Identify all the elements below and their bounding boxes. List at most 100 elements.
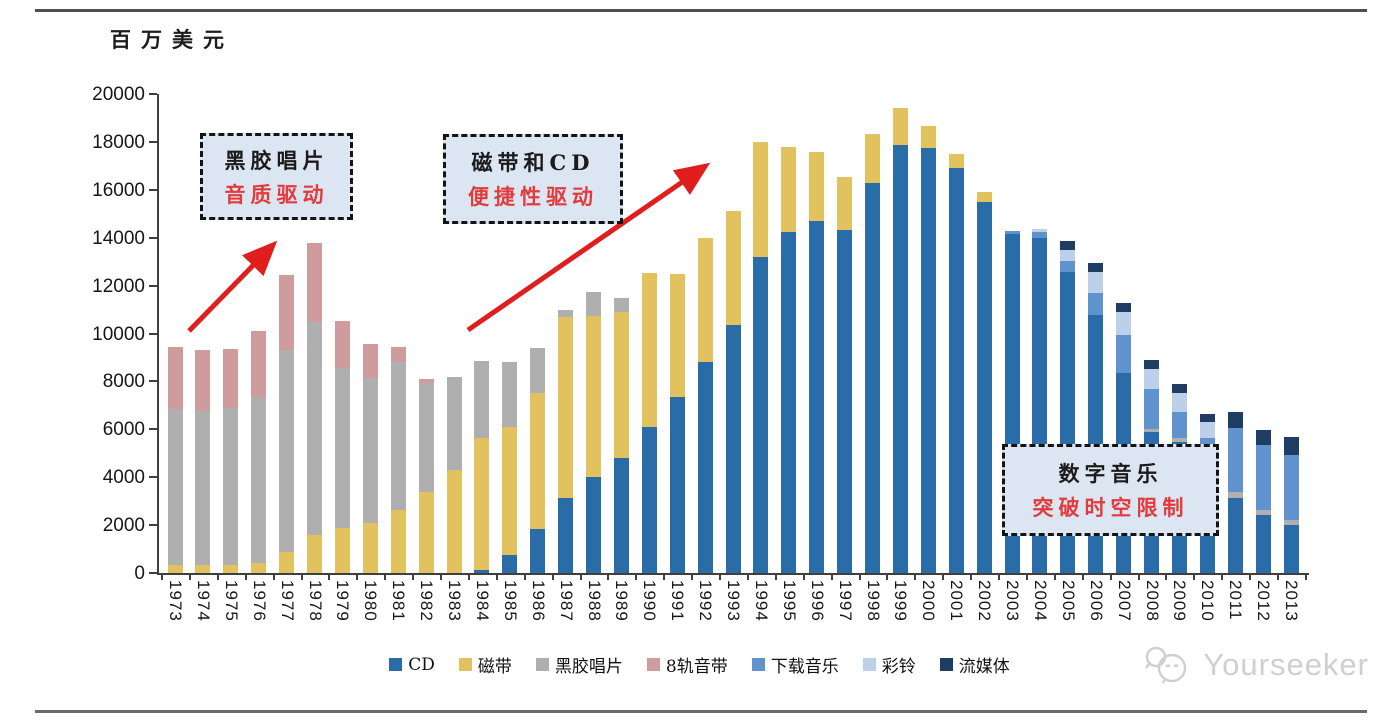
bar-segment-vinyl-2013 [1283,520,1299,525]
bar-segment-cd-2000 [920,147,936,573]
bottom-divider [35,710,1367,713]
x-label-1979: 1979 [333,580,353,622]
x-label-1998: 1998 [863,580,883,622]
x-label-2012: 2012 [1254,580,1274,622]
legend-swatch-ringtone [862,658,876,671]
bar-segment-tape-1973 [167,565,183,573]
x-label-1987: 1987 [556,580,576,622]
x-tick-mark [886,574,889,580]
x-tick-mark [300,574,303,580]
legend-label-streaming: 流媒体 [958,657,1010,677]
x-label-1990: 1990 [640,580,660,622]
x-tick-mark [663,574,666,580]
bar-segment-vinyl-1976 [251,396,267,563]
bar-segment-streaming-2007 [1116,303,1132,313]
bar-segment-tape-1998 [865,134,880,184]
y-tick-label: 4000 [102,467,145,489]
bar-segment-download-2013 [1283,455,1299,521]
bar-segment-cd-1995 [781,231,797,573]
bar-segment-eight_track-1977 [279,275,295,350]
y-tick-mark [149,524,157,527]
x-tick-mark [1165,574,1168,580]
bar-segment-cd-1996 [809,220,825,573]
x-label-2010: 2010 [1198,580,1218,622]
bar-segment-cd-1998 [865,183,880,573]
bar-segment-tape-1981 [390,510,406,573]
x-label-2005: 2005 [1058,580,1078,622]
x-axis-line [157,573,1309,575]
x-label-2004: 2004 [1030,580,1050,622]
bar-segment-vinyl-1983 [446,377,462,470]
annotation-vinyl-era: 黑胶唱片 音质驱动 [200,133,353,220]
x-label-2009: 2009 [1170,580,1190,622]
x-label-2006: 2006 [1086,580,1106,622]
x-tick-mark [495,574,498,580]
y-axis-unit-label: 百万美元 [110,27,234,52]
x-tick-mark [942,574,945,580]
x-tick-mark [328,574,331,580]
y-tick-mark [149,140,157,143]
arrow-vinyl-era [187,240,278,333]
annotation-title: 磁带和CD [471,150,595,175]
bar-segment-cd-1992 [697,362,713,573]
wechat-icon [1145,646,1187,684]
bar-segment-vinyl-1974 [195,410,211,566]
annotation-title: 黑胶唱片 [224,147,329,173]
bar-segment-cd-2013 [1283,524,1299,573]
legend-label-tape: 磁带 [477,657,512,677]
bar-segment-eight_track-1974 [195,350,211,411]
x-label-1973: 1973 [166,580,185,622]
bar-segment-vinyl-1988 [586,292,601,316]
bar-segment-tape-1995 [781,146,797,232]
x-tick-mark [216,574,219,580]
x-tick-mark [858,574,861,580]
x-label-1997: 1997 [835,580,855,622]
bar-segment-tape-1982 [418,491,434,573]
bar-segment-ringtone-2004 [1032,229,1048,233]
bar-segment-tape-1990 [641,273,657,428]
x-tick-mark [188,574,191,580]
bar-segment-vinyl-1984 [474,360,490,439]
bar-segment-tape-1988 [586,315,601,478]
bar-segment-tape-2000 [920,126,936,148]
x-tick-mark [635,574,638,580]
y-axis-line [157,94,159,573]
legend-swatch-download [751,658,765,671]
x-tick-mark [272,574,275,580]
x-tick-mark [1304,574,1307,580]
bar-segment-ringtone-2009 [1171,393,1187,412]
x-label-2001: 2001 [947,580,967,622]
legend-label-eight_track: 8轨音带 [665,657,728,677]
legend-swatch-eight_track [646,658,660,671]
bar-segment-cd-1987 [558,498,574,573]
bar-segment-download-2007 [1116,335,1132,373]
bar-segment-tape-1992 [697,237,713,363]
bar-segment-streaming-2005 [1060,241,1076,251]
bar-segment-vinyl-2009 [1171,437,1187,442]
bar-segment-tape-2001 [948,153,964,169]
x-label-1985: 1985 [500,580,520,622]
legend-item-ringtone: 彩铃 [862,652,916,677]
bar-segment-vinyl-1981 [390,361,406,510]
x-tick-mark [1109,574,1112,580]
legend-label-vinyl: 黑胶唱片 [554,657,623,677]
annotation-subtitle: 突破时空限制 [1032,495,1189,520]
legend-swatch-vinyl [535,658,549,671]
legend-item-streaming: 流媒体 [939,652,1010,677]
x-label-1986: 1986 [528,580,548,622]
bar-segment-vinyl-1977 [279,350,295,552]
bar-segment-cd-2002 [976,202,992,573]
bar-segment-cd-1984 [474,570,490,573]
bar-segment-vinyl-1989 [613,298,629,312]
legend-swatch-streaming [939,658,953,671]
x-label-1989: 1989 [612,580,632,622]
y-tick-label: 14000 [92,227,145,249]
top-divider [35,9,1367,12]
bar-segment-cd-1997 [837,230,853,573]
legend-label-ringtone: 彩铃 [881,657,916,677]
legend-item-eight_track: 8轨音带 [646,652,728,677]
bar-segment-tape-1974 [195,565,211,573]
x-label-2003: 2003 [1003,580,1022,622]
bar-segment-download-2012 [1255,444,1271,510]
x-label-1980: 1980 [361,580,381,622]
